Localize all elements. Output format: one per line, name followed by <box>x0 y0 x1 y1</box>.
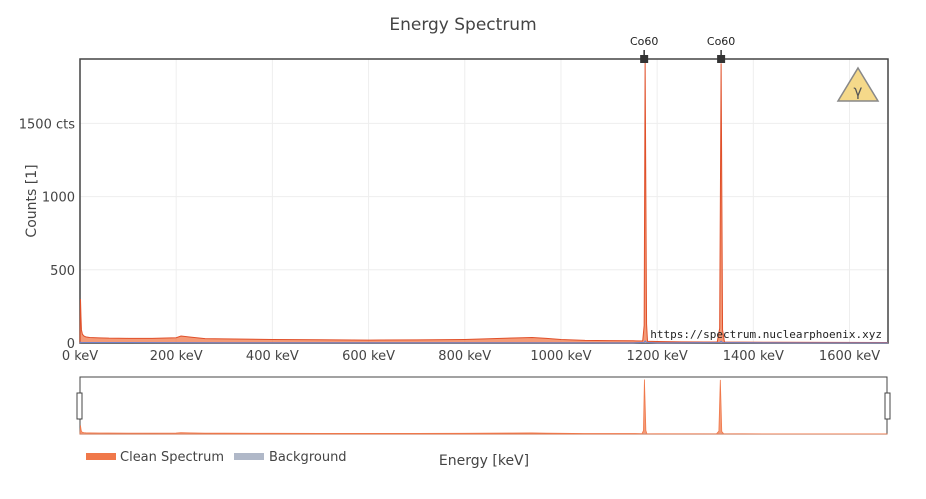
watermark-url: https://spectrum.nuclearphoenix.xyz <box>650 328 882 341</box>
x-tick-label: 1600 keV <box>819 349 880 364</box>
range-slider[interactable] <box>77 377 890 434</box>
range-slider-left-handle[interactable] <box>77 393 82 419</box>
legend-swatch-clean-spectrum <box>86 453 116 460</box>
x-tick-label: 1000 keV <box>530 349 591 364</box>
main-plot[interactable] <box>80 59 888 343</box>
legend-swatch-background <box>234 453 264 460</box>
plot-frame <box>80 59 888 343</box>
x-tick-label: 1400 keV <box>723 349 784 364</box>
gamma-logo-icon: γ <box>838 68 878 101</box>
x-tick-label: 1200 keV <box>627 349 688 364</box>
legend-label-background: Background <box>269 450 347 465</box>
x-tick-label: 800 keV <box>438 349 491 364</box>
legend-label-clean-spectrum: Clean Spectrum <box>120 450 224 465</box>
peak-marker <box>640 55 648 63</box>
legend-item-background[interactable]: Background <box>234 450 347 465</box>
y-tick-label: 500 <box>50 264 75 279</box>
x-axis-ticks: 0 keV 200 keV 400 keV 600 keV 800 keV 1000 ke… <box>62 349 880 364</box>
peak-marker <box>717 55 725 63</box>
series-layer <box>80 62 888 343</box>
y-tick-label: 1000 <box>42 191 75 206</box>
legend-item-clean-spectrum[interactable]: Clean Spectrum <box>86 450 224 465</box>
x-tick-label: 600 keV <box>342 349 395 364</box>
series-area-clean-spectrum <box>80 62 888 343</box>
series-line-clean-spectrum <box>80 62 888 343</box>
x-tick-label: 400 keV <box>246 349 299 364</box>
peak-label: Co60 <box>630 35 658 48</box>
y-tick-label: 1500 cts <box>19 117 75 132</box>
x-axis-title: Energy [keV] <box>439 453 529 469</box>
peak-label: Co60 <box>707 35 735 48</box>
chart-title: Energy Spectrum <box>389 15 536 35</box>
x-tick-label: 200 keV <box>150 349 203 364</box>
logo-glyph: γ <box>854 82 863 100</box>
x-tick-label: 0 keV <box>62 349 98 364</box>
y-axis-title: Counts [1] <box>24 164 40 237</box>
legend: Clean Spectrum Background <box>86 450 347 465</box>
range-slider-frame <box>80 377 887 434</box>
grid-lines <box>80 59 888 343</box>
range-slider-right-handle[interactable] <box>885 393 890 419</box>
